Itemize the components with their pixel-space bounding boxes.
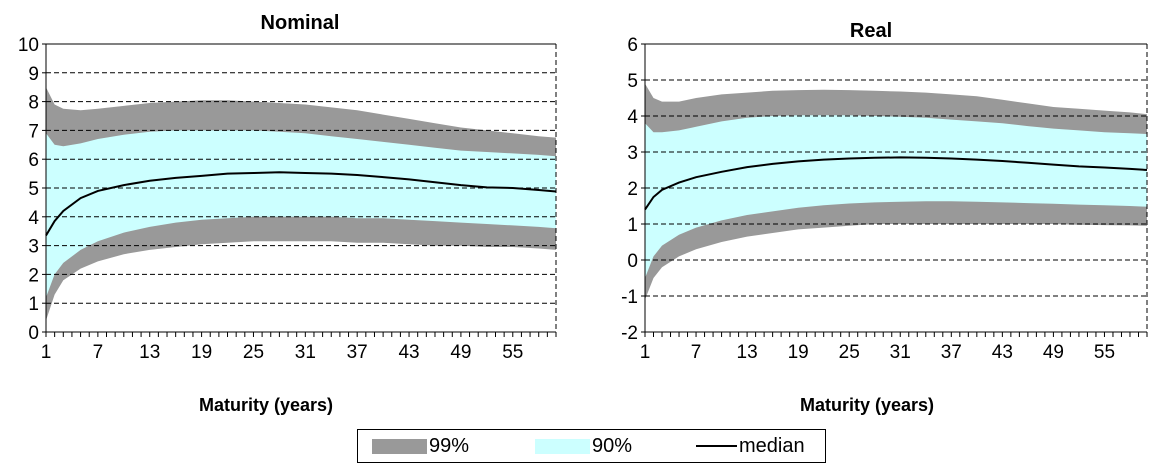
- real-ytick-label: -1: [621, 287, 638, 308]
- chart-real: -2 -1 0 1 2 3 4 5 6 1 7 13 19 25 31 37 43 49 55 Real Maturit…: [621, 20, 1148, 415]
- legend-swatch-99: [372, 438, 427, 454]
- legend-label-median: median: [739, 434, 805, 457]
- nominal-xtick-label: 31: [295, 342, 316, 363]
- real-ytick-label: 4: [627, 107, 638, 128]
- nominal-ytick-label: 6: [28, 150, 39, 171]
- nominal-xtick-label: 1: [41, 342, 52, 363]
- legend-item-99: 99%: [372, 430, 469, 462]
- real-xtick-label: 1: [640, 342, 651, 363]
- legend: 99% 90% median: [357, 429, 826, 463]
- real-band-90: [645, 115, 1147, 278]
- real-xtick-label: 55: [1094, 342, 1115, 363]
- nominal-xtick-label: 25: [243, 342, 264, 363]
- real-title: Real: [850, 20, 892, 42]
- nominal-xtick-label: 49: [450, 342, 471, 363]
- nominal-xtick-label: 55: [502, 342, 523, 363]
- real-ytick-label: 3: [627, 143, 638, 164]
- legend-label-99: 99%: [429, 434, 470, 457]
- legend-swatch-90: [535, 438, 590, 454]
- real-ytick-label: 1: [627, 215, 638, 236]
- nominal-ytick-label: 0: [28, 323, 39, 344]
- nominal-ytick-label: 3: [28, 237, 39, 258]
- nominal-ytick-label: 10: [18, 35, 39, 56]
- nominal-title: Nominal: [261, 12, 340, 34]
- real-xtick-label: 19: [788, 342, 809, 363]
- real-xtick-label: 25: [839, 342, 860, 363]
- real-xtick-label: 13: [737, 342, 758, 363]
- legend-swatch-median: [696, 445, 737, 447]
- legend-item-median: median: [696, 430, 805, 462]
- nominal-xtick-label: 7: [93, 342, 104, 363]
- nominal-ytick-label: 4: [28, 208, 39, 229]
- nominal-xtick-label: 37: [347, 342, 368, 363]
- nominal-xtick-label: 43: [398, 342, 419, 363]
- legend-label-90: 90%: [592, 434, 633, 457]
- real-xtick-label: 31: [890, 342, 911, 363]
- real-xtick-label: 43: [992, 342, 1013, 363]
- legend-item-90: 90%: [535, 430, 632, 462]
- nominal-xtick-label: 19: [191, 342, 212, 363]
- real-ytick-label: -2: [621, 323, 638, 344]
- real-ytick-label: 2: [627, 179, 638, 200]
- nominal-xlabel: Maturity (years): [199, 395, 333, 415]
- real-ytick-label: 0: [627, 251, 638, 272]
- real-xtick-label: 7: [691, 342, 702, 363]
- nominal-median-line: [45, 171, 557, 237]
- real-median-line: [644, 156, 1148, 211]
- real-xtick-label: 49: [1043, 342, 1064, 363]
- nominal-ytick-label: 8: [28, 93, 39, 114]
- real-xtick-label: 37: [941, 342, 962, 363]
- nominal-ytick-label: 9: [28, 64, 39, 85]
- nominal-ytick-label: 7: [28, 121, 39, 142]
- real-xlabel: Maturity (years): [800, 395, 934, 415]
- real-ytick-label: 6: [627, 35, 638, 56]
- nominal-ytick-label: 1: [28, 294, 39, 315]
- nominal-band-90: [46, 130, 556, 298]
- nominal-xtick-label: 13: [139, 342, 160, 363]
- nominal-ytick-label: 2: [28, 265, 39, 286]
- nominal-ytick-label: 5: [28, 179, 39, 200]
- real-ytick-label: 5: [627, 71, 638, 92]
